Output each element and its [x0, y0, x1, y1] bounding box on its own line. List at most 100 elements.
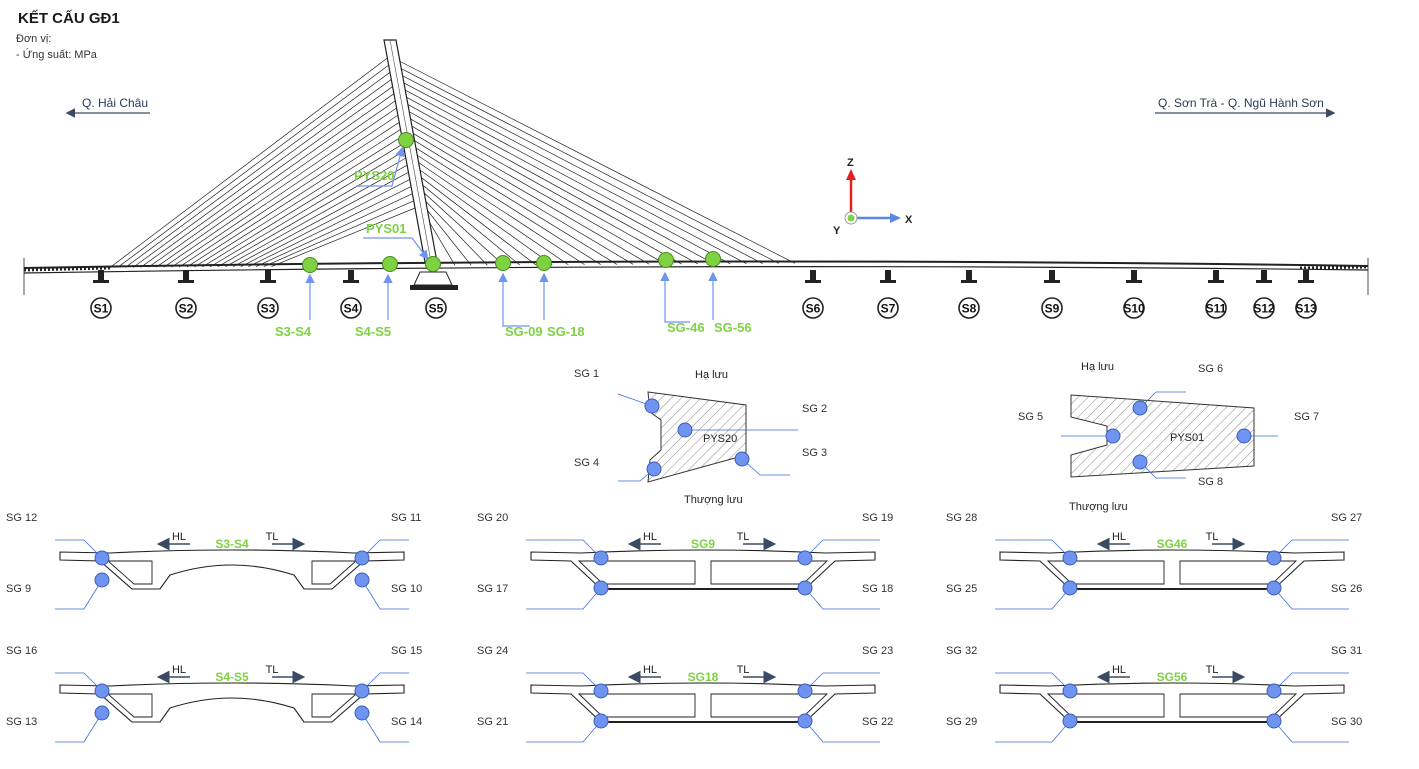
- pier-s12: S12: [1253, 270, 1275, 319]
- gauge-sg8[interactable]: [1132, 454, 1148, 470]
- gauge-sg2[interactable]: [677, 422, 693, 438]
- pier-s4: S4: [340, 270, 362, 319]
- pier-label-s8: S8: [962, 302, 977, 316]
- gauge-label-sg8: SG 8: [1198, 476, 1223, 488]
- gauge-sg24[interactable]: [593, 683, 609, 699]
- pier-label-s3: S3: [261, 302, 276, 316]
- gauge-sg6[interactable]: [1132, 400, 1148, 416]
- gauge-sg20[interactable]: [593, 550, 609, 566]
- deck-sections: HL TL S3-S4 SG 12 SG 11 SG 9 SG 10 HL TL SG9 SG 20…: [6, 512, 1362, 743]
- deck-section-title: SG46: [1157, 537, 1188, 551]
- gauge-sg9[interactable]: [94, 572, 110, 588]
- gauge-sg5[interactable]: [1105, 428, 1121, 444]
- axis-y-label: Y: [833, 225, 841, 237]
- sensor-point-sg09[interactable]: [495, 255, 511, 271]
- gauge-sg16[interactable]: [94, 683, 110, 699]
- pier-label-s6: S6: [806, 302, 821, 316]
- pier-s10: S10: [1123, 270, 1145, 319]
- axis-x-label: X: [905, 214, 913, 226]
- gauge-sg30[interactable]: [1266, 713, 1282, 729]
- sensor-point-sg18[interactable]: [536, 255, 552, 271]
- gauge-sg31[interactable]: [1266, 683, 1282, 699]
- gauge-sg26[interactable]: [1266, 580, 1282, 596]
- gauge-sg12[interactable]: [94, 550, 110, 566]
- gauge-label-sg30: SG 30: [1331, 716, 1362, 728]
- gauge-label-sg32: SG 32: [946, 645, 977, 657]
- deck-section-title: S3-S4: [215, 537, 249, 551]
- sensor-point-sg56[interactable]: [705, 251, 721, 267]
- deck-section-title: S4-S5: [215, 670, 249, 684]
- deck-section-title: SG56: [1157, 670, 1188, 684]
- sensor-label-s4s5: S4-S5: [355, 324, 391, 339]
- gauge-label-sg27: SG 27: [1331, 512, 1362, 524]
- gauge-sg14[interactable]: [354, 705, 370, 721]
- pier-label-s7: S7: [881, 302, 896, 316]
- deck-section-sg18: HL TL SG18 SG 24 SG 23 SG 21 SG 22: [477, 645, 893, 743]
- gauge-sg11[interactable]: [354, 550, 370, 566]
- gauge-sg25[interactable]: [1062, 580, 1078, 596]
- pys20-top-label: Hạ lưu: [695, 369, 728, 381]
- gauge-sg1[interactable]: [644, 398, 660, 414]
- sensor-label-s3s4: S3-S4: [275, 324, 312, 339]
- axis-triad: Z X Y: [833, 157, 913, 237]
- gauge-sg21[interactable]: [593, 713, 609, 729]
- stay-cables: [109, 57, 796, 268]
- deck-section-s4-s5: HL TL S4-S5 SG 16 SG 15 SG 13 SG 14: [6, 645, 422, 743]
- sensor-label-sg56: SG-56: [714, 320, 752, 335]
- gauge-sg28[interactable]: [1062, 550, 1078, 566]
- gauge-sg4[interactable]: [646, 461, 662, 477]
- gauge-label-sg10: SG 10: [391, 583, 422, 595]
- pys01-name: PYS01: [1170, 432, 1204, 444]
- gauge-label-sg20: SG 20: [477, 512, 508, 524]
- gauge-sg10[interactable]: [354, 572, 370, 588]
- page-title: KẾT CẤU GĐ1: [18, 10, 120, 27]
- gauge-sg3[interactable]: [734, 451, 750, 467]
- gauge-sg29[interactable]: [1062, 713, 1078, 729]
- gauge-label-sg3: SG 3: [802, 447, 827, 459]
- sensor-point-s4s5[interactable]: [382, 256, 398, 272]
- pier-s8: S8: [958, 270, 980, 319]
- sensor-point-sg46[interactable]: [658, 252, 674, 268]
- gauge-label-sg23: SG 23: [862, 645, 893, 657]
- tl-label: TL: [266, 531, 279, 543]
- gauge-label-sg17: SG 17: [477, 583, 508, 595]
- sensor-leaders: [305, 146, 718, 327]
- pier-s2: S2: [175, 270, 197, 319]
- sensor-point-s3s4[interactable]: [302, 257, 318, 273]
- tl-label: TL: [1206, 531, 1219, 543]
- direction-right-label: Q. Sơn Trà - Q. Ngũ Hành Sơn: [1158, 96, 1324, 110]
- gauge-sg19[interactable]: [797, 550, 813, 566]
- gauge-label-sg15: SG 15: [391, 645, 422, 657]
- gauge-label-sg6: SG 6: [1198, 363, 1223, 375]
- sensor-label-sg46: SG-46: [667, 320, 705, 335]
- gauge-label-sg13: SG 13: [6, 716, 37, 728]
- pier-s6: S6: [802, 270, 824, 319]
- gauge-label-sg31: SG 31: [1331, 645, 1362, 657]
- pier-label-s11: S11: [1206, 302, 1227, 316]
- gauge-sg18[interactable]: [797, 580, 813, 596]
- pier-s5: S5: [425, 297, 447, 319]
- unit-value: - Ứng suất: MPa: [16, 49, 97, 61]
- sensor-label-pys20: PYS20: [354, 168, 394, 183]
- gauge-sg23[interactable]: [797, 683, 813, 699]
- gauge-label-sg2: SG 2: [802, 403, 827, 415]
- gauge-sg22[interactable]: [797, 713, 813, 729]
- gauge-label-sg25: SG 25: [946, 583, 977, 595]
- sensor-point-pys01[interactable]: [425, 256, 441, 272]
- gauge-sg13[interactable]: [94, 705, 110, 721]
- gauge-sg7[interactable]: [1236, 428, 1252, 444]
- pier-label-s10: S10: [1123, 302, 1145, 316]
- pier-s7: S7: [877, 270, 899, 319]
- gauge-sg17[interactable]: [593, 580, 609, 596]
- deck-section-sg9: HL TL SG9 SG 20 SG 19 SG 17 SG 18: [477, 512, 893, 610]
- pier-label-s13: S13: [1295, 302, 1317, 316]
- gauge-label-sg18: SG 18: [862, 583, 893, 595]
- sensor-point-pys20[interactable]: [398, 132, 414, 148]
- gauge-sg32[interactable]: [1062, 683, 1078, 699]
- gauge-sg15[interactable]: [354, 683, 370, 699]
- gauge-sg27[interactable]: [1266, 550, 1282, 566]
- deck-section-s3-s4: HL TL S3-S4 SG 12 SG 11 SG 9 SG 10: [6, 512, 422, 610]
- pier-s1: S1: [90, 270, 112, 319]
- pier-s3: S3: [257, 270, 279, 319]
